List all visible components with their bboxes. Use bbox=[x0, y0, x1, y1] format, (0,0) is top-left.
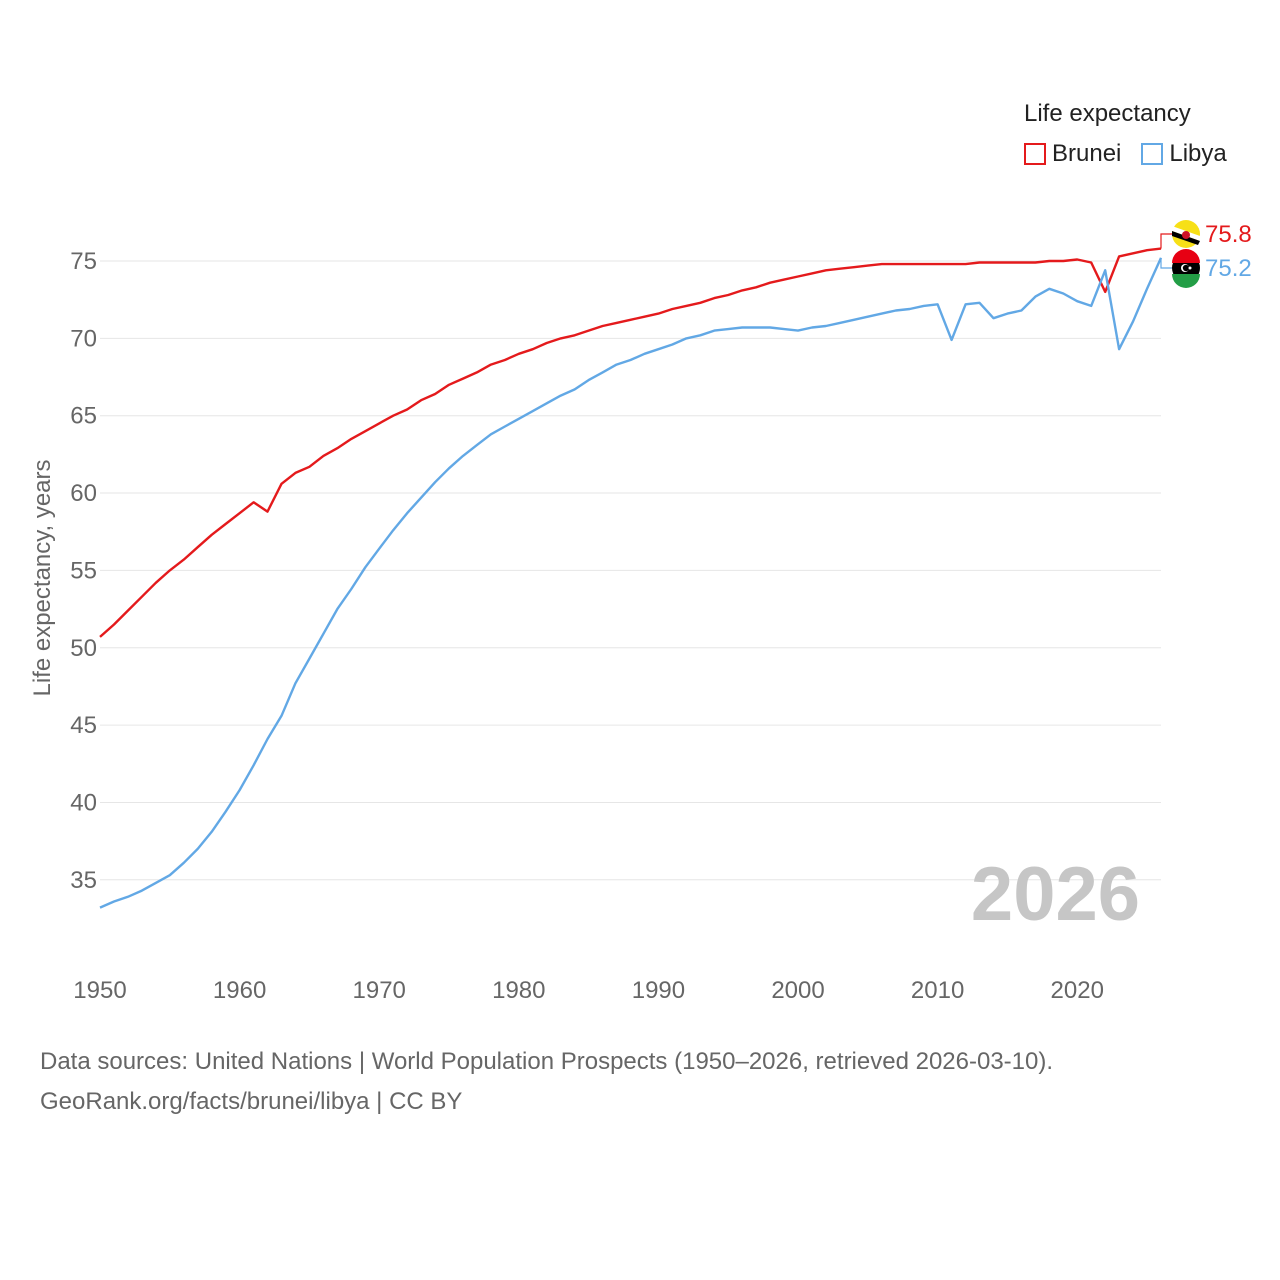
x-tick-label-1950: 1950 bbox=[73, 977, 126, 1004]
y-tick-label-45: 45 bbox=[70, 712, 97, 739]
legend-swatch-libya bbox=[1141, 143, 1164, 165]
gridlines bbox=[100, 260, 1161, 881]
legend-label-brunei: Brunei bbox=[1052, 140, 1122, 167]
legend-item-brunei[interactable]: Brunei bbox=[1024, 140, 1121, 168]
legend-item-libya[interactable]: Libya bbox=[1141, 140, 1227, 168]
x-tick-label-2020: 2020 bbox=[1051, 977, 1104, 1004]
x-tick-label-1970: 1970 bbox=[353, 977, 406, 1004]
source-line-1: Data sources: United Nations | World Pop… bbox=[40, 1048, 1054, 1075]
y-tick-label-40: 40 bbox=[70, 789, 97, 816]
legend-swatch-brunei bbox=[1024, 143, 1046, 165]
end-value-libya: 75.2 bbox=[1205, 255, 1252, 282]
legend: Life expectancy Brunei Libya bbox=[1024, 100, 1227, 168]
flag-star bbox=[1188, 266, 1192, 270]
end-value-brunei: 75.8 bbox=[1205, 221, 1252, 248]
y-tick-label-60: 60 bbox=[70, 480, 97, 507]
y-tick-label-50: 50 bbox=[70, 635, 97, 662]
x-tick-label-2010: 2010 bbox=[911, 977, 964, 1004]
legend-title: Life expectancy bbox=[1024, 100, 1191, 127]
y-tick-label-55: 55 bbox=[70, 557, 97, 584]
y-axis-ticks: 35 40 45 50 55 60 65 70 75 bbox=[70, 248, 97, 894]
y-tick-label-70: 70 bbox=[70, 325, 97, 352]
x-tick-label-1990: 1990 bbox=[632, 977, 685, 1004]
end-markers: 75.8 75.2 bbox=[1160, 220, 1252, 288]
source-note: Data sources: United Nations | World Pop… bbox=[40, 1042, 1053, 1122]
y-tick-label-35: 35 bbox=[70, 867, 97, 894]
flag-stripe-green bbox=[1172, 274, 1200, 288]
legend-label-libya: Libya bbox=[1169, 140, 1227, 167]
flag-emblem bbox=[1182, 231, 1190, 239]
x-axis-ticks: 1950 1960 1970 1980 1990 2000 2010 2020 bbox=[73, 977, 1104, 1004]
flag-crescent-cut bbox=[1182, 264, 1190, 272]
y-axis-title: Life expectancy, years bbox=[29, 459, 56, 696]
series-lines bbox=[99, 247, 1163, 909]
current-year-label: 2026 bbox=[971, 852, 1140, 937]
connector-brunei bbox=[1160, 233, 1172, 249]
x-tick-label-1980: 1980 bbox=[492, 977, 545, 1004]
flag-stripe-red bbox=[1172, 249, 1200, 263]
y-tick-label-75: 75 bbox=[70, 248, 97, 275]
connector-libya bbox=[1160, 257, 1172, 269]
x-tick-label-2000: 2000 bbox=[771, 977, 824, 1004]
series-line-brunei bbox=[99, 247, 1162, 638]
source-line-2[interactable]: GeoRank.org/facts/brunei/libya | CC BY bbox=[40, 1088, 463, 1115]
y-tick-label-65: 65 bbox=[70, 403, 97, 430]
series-line-libya bbox=[99, 257, 1163, 909]
libya-flag-icon bbox=[1172, 249, 1200, 288]
brunei-flag-icon bbox=[1172, 220, 1200, 248]
x-tick-label-1960: 1960 bbox=[213, 977, 266, 1004]
